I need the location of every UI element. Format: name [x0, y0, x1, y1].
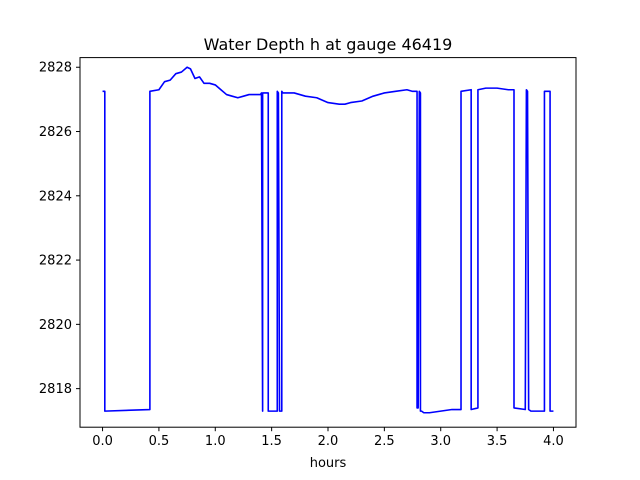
x-tick-label: 0.5 [149, 434, 170, 449]
x-axis: 0.0 0.5 1.0 1.5 2.0 2.5 3.0 3.5 4.0 [92, 427, 564, 449]
x-tick-label: 2.0 [318, 434, 339, 449]
x-tick-label: 1.5 [261, 434, 282, 449]
y-tick-label: 2818 [39, 382, 72, 397]
y-tick-label: 2822 [39, 254, 72, 269]
x-tick-label: 2.5 [374, 434, 395, 449]
y-axis: 2818 2820 2822 2824 2826 2828 [39, 61, 80, 397]
plot-area [102, 66, 554, 414]
x-tick-label: 0.0 [92, 434, 113, 449]
x-tick-label: 3.5 [487, 434, 508, 449]
chart-title: Water Depth h at gauge 46419 [204, 35, 453, 54]
series-line-0 [102, 66, 554, 414]
x-tick-label: 3.0 [430, 434, 451, 449]
y-tick-label: 2824 [39, 189, 72, 204]
y-tick-label: 2820 [39, 318, 72, 333]
y-tick-label: 2828 [39, 61, 72, 76]
x-tick-label: 4.0 [543, 434, 564, 449]
x-tick-label: 1.0 [205, 434, 226, 449]
y-tick-label: 2826 [39, 125, 72, 140]
plot-frame [79, 57, 577, 428]
x-axis-label: hours [310, 456, 347, 471]
